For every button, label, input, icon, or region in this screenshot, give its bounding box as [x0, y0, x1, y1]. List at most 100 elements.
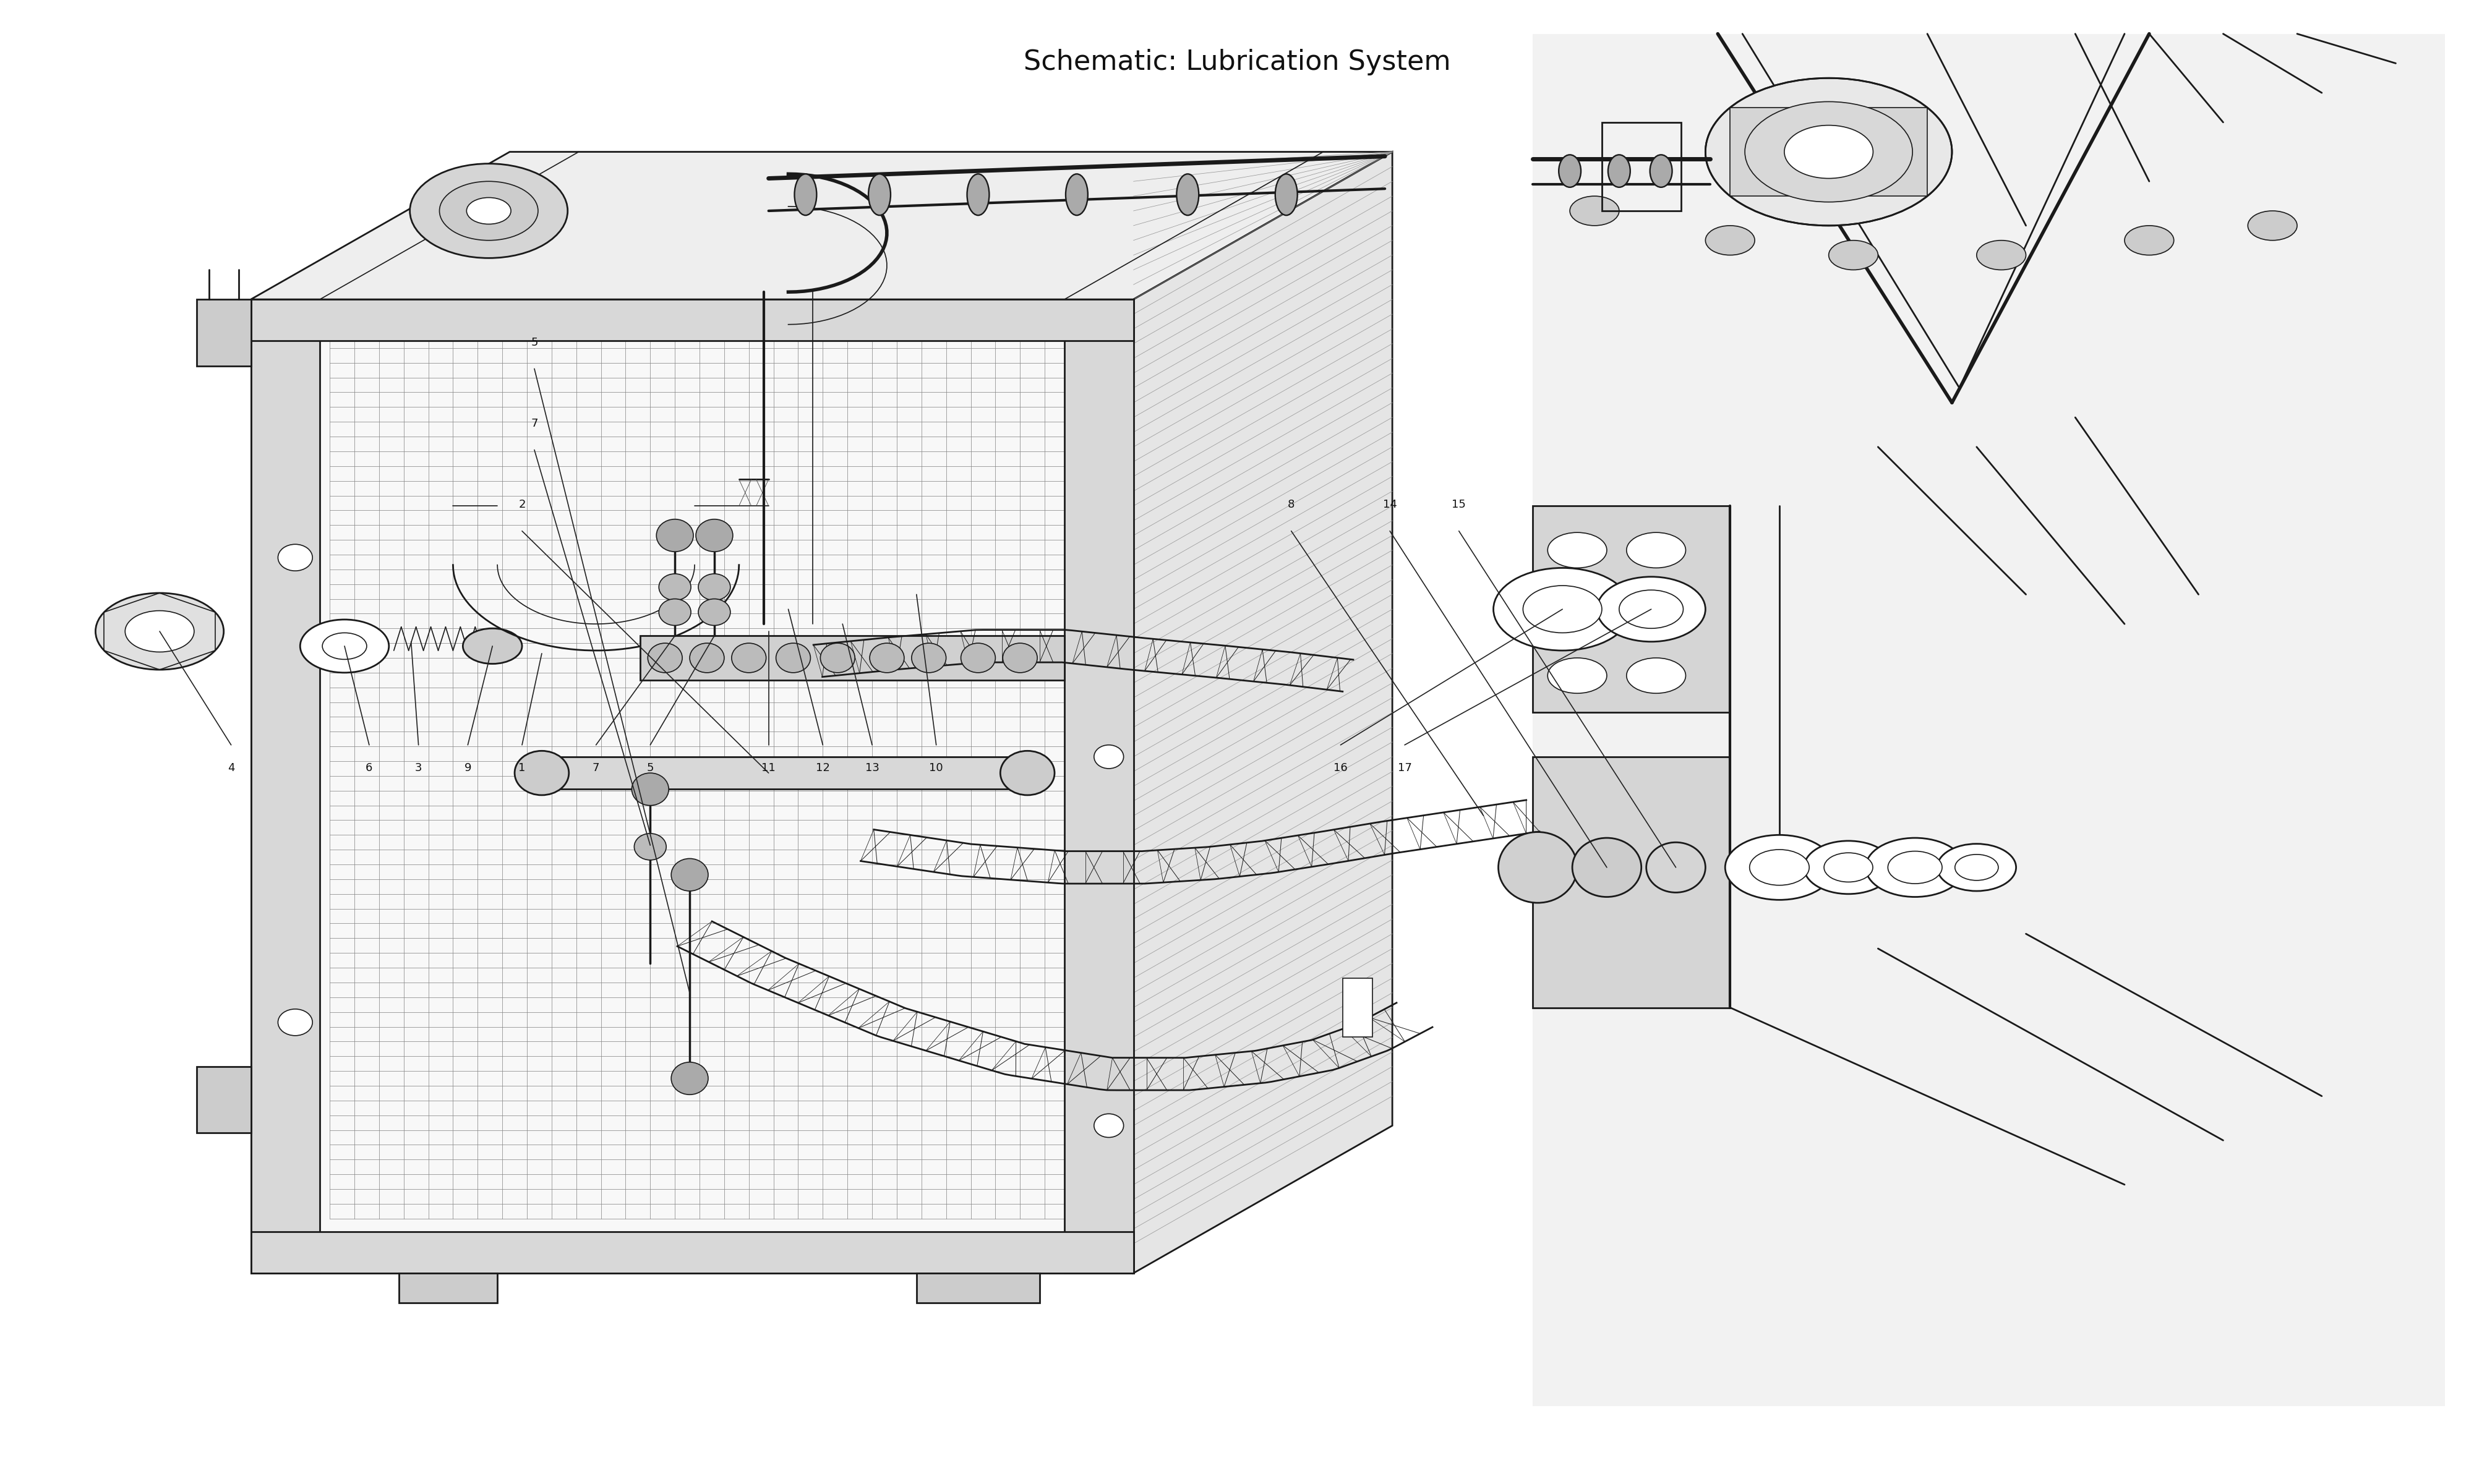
Circle shape	[1625, 533, 1685, 568]
Text: 7: 7	[532, 418, 537, 429]
Ellipse shape	[999, 751, 1054, 795]
Circle shape	[1977, 240, 2026, 270]
Circle shape	[1618, 591, 1682, 628]
Text: 17: 17	[1398, 763, 1413, 773]
Ellipse shape	[277, 1009, 312, 1036]
Ellipse shape	[277, 545, 312, 571]
Circle shape	[1705, 226, 1754, 255]
Text: 1: 1	[520, 763, 524, 773]
Ellipse shape	[1608, 154, 1630, 187]
Circle shape	[1749, 849, 1808, 886]
Ellipse shape	[1499, 833, 1578, 902]
Ellipse shape	[777, 643, 811, 672]
Ellipse shape	[871, 643, 903, 672]
Ellipse shape	[695, 519, 732, 552]
Ellipse shape	[732, 643, 767, 672]
Ellipse shape	[515, 751, 569, 795]
Circle shape	[1804, 841, 1893, 893]
Circle shape	[2249, 211, 2298, 240]
Circle shape	[1888, 852, 1942, 883]
Text: 10: 10	[930, 763, 943, 773]
Ellipse shape	[910, 643, 945, 672]
Circle shape	[299, 619, 388, 672]
Circle shape	[96, 594, 223, 669]
Polygon shape	[915, 1273, 1039, 1303]
Text: 15: 15	[1452, 499, 1467, 510]
Text: 13: 13	[866, 763, 878, 773]
Circle shape	[2125, 226, 2175, 255]
Ellipse shape	[698, 574, 730, 601]
Circle shape	[1494, 568, 1630, 650]
Polygon shape	[542, 757, 1027, 789]
Ellipse shape	[658, 574, 690, 601]
Polygon shape	[1064, 300, 1133, 1273]
Circle shape	[1828, 240, 1878, 270]
Circle shape	[1865, 838, 1964, 896]
Text: 9: 9	[465, 763, 473, 773]
Text: 2: 2	[520, 499, 524, 510]
Circle shape	[411, 163, 567, 258]
Text: 4: 4	[228, 763, 235, 773]
Ellipse shape	[1274, 174, 1296, 215]
Ellipse shape	[658, 600, 690, 625]
Ellipse shape	[690, 643, 725, 672]
Ellipse shape	[656, 519, 693, 552]
Polygon shape	[1534, 506, 1729, 712]
Polygon shape	[250, 1232, 1133, 1273]
Text: 8: 8	[1289, 499, 1294, 510]
Circle shape	[126, 611, 193, 651]
Ellipse shape	[631, 773, 668, 806]
Text: 5: 5	[646, 763, 653, 773]
Ellipse shape	[1573, 838, 1640, 896]
Ellipse shape	[1645, 843, 1705, 892]
Circle shape	[440, 181, 537, 240]
Polygon shape	[195, 1067, 250, 1132]
Ellipse shape	[1178, 174, 1200, 215]
Circle shape	[1705, 79, 1952, 226]
Circle shape	[468, 197, 512, 224]
Text: 7: 7	[591, 763, 599, 773]
Ellipse shape	[670, 1063, 708, 1095]
Polygon shape	[195, 300, 250, 365]
Polygon shape	[1729, 107, 1927, 196]
Text: 3: 3	[416, 763, 423, 773]
Polygon shape	[250, 300, 1133, 341]
Ellipse shape	[794, 174, 816, 215]
Text: Schematic: Lubrication System: Schematic: Lubrication System	[1024, 49, 1450, 76]
Text: 14: 14	[1383, 499, 1398, 510]
Ellipse shape	[698, 600, 730, 625]
Text: 6: 6	[366, 763, 374, 773]
Circle shape	[1724, 835, 1833, 899]
Text: 5: 5	[532, 337, 537, 349]
Text: 11: 11	[762, 763, 777, 773]
Polygon shape	[641, 635, 1064, 680]
Circle shape	[1937, 844, 2016, 890]
Polygon shape	[398, 1273, 497, 1303]
Polygon shape	[250, 300, 319, 1273]
Ellipse shape	[633, 834, 666, 861]
Polygon shape	[1534, 757, 1729, 1008]
Polygon shape	[1133, 151, 1393, 1273]
Circle shape	[1549, 533, 1606, 568]
Circle shape	[322, 632, 366, 659]
Circle shape	[1744, 102, 1912, 202]
Ellipse shape	[1066, 174, 1089, 215]
Bar	[1343, 978, 1373, 1037]
Circle shape	[1625, 657, 1685, 693]
Circle shape	[1954, 855, 1999, 880]
Ellipse shape	[670, 859, 708, 890]
Ellipse shape	[1650, 154, 1672, 187]
Circle shape	[1571, 196, 1618, 226]
Ellipse shape	[1094, 1114, 1123, 1137]
Polygon shape	[250, 300, 1133, 1273]
Ellipse shape	[1094, 745, 1123, 769]
Circle shape	[1549, 657, 1606, 693]
Circle shape	[1784, 125, 1873, 178]
Ellipse shape	[821, 643, 856, 672]
Circle shape	[1596, 577, 1705, 641]
Ellipse shape	[648, 643, 683, 672]
Ellipse shape	[967, 174, 990, 215]
Text: 16: 16	[1333, 763, 1348, 773]
Circle shape	[1524, 586, 1601, 632]
Text: 12: 12	[816, 763, 829, 773]
